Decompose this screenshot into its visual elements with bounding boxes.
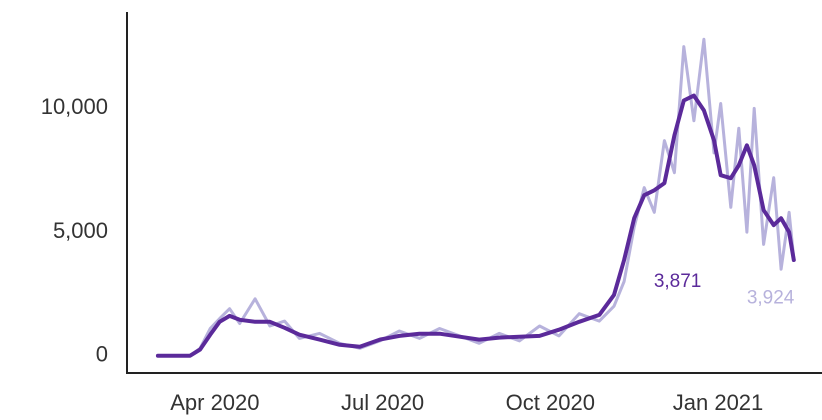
daily-line <box>156 37 796 358</box>
x-tick-label: Jul 2020 <box>341 390 424 415</box>
y-tick-label: 5,000 <box>53 218 108 243</box>
x-tick-label: Jan 2021 <box>673 390 764 415</box>
average-line <box>155 93 796 358</box>
x-tick-label: Oct 2020 <box>506 390 595 415</box>
y-tick-label: 0 <box>96 342 108 367</box>
y-tick-label: 10,000 <box>41 94 108 119</box>
value-label: 3,871 <box>654 271 702 292</box>
value-label: 3,924 <box>747 288 795 309</box>
x-tick-label: Apr 2020 <box>170 390 259 415</box>
